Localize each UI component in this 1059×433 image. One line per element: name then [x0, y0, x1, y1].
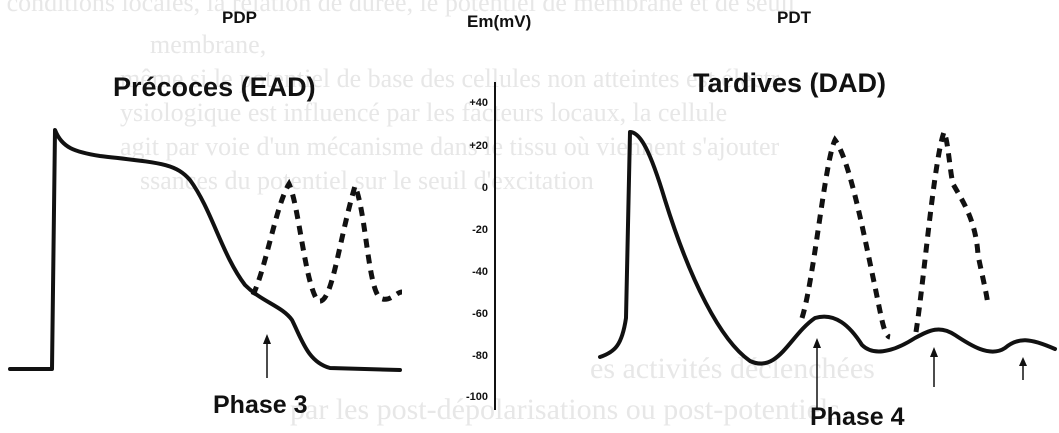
ead-afterdepolarization-dashed [250, 178, 403, 304]
bg-line: ssances du potentiel sur le seuil d'exci… [140, 166, 594, 195]
dad-title: Tardives (DAD) [693, 68, 887, 98]
phase3-label: Phase 3 [213, 391, 308, 419]
axis-tick-label: -100 [465, 391, 488, 403]
phase3-arrow [263, 334, 271, 378]
phase4-arrow-2 [930, 347, 938, 387]
axis-tick-label: -80 [472, 350, 488, 362]
bg-line: agit par voie d'un mécanisme dans le tis… [120, 132, 780, 161]
pdt-label: PDT [777, 8, 811, 27]
dad-afterdepolarization-dashed-2 [913, 125, 991, 333]
bg-line: s conditions locales, la relation de dur… [0, 0, 795, 17]
axis-tick-label: -40 [472, 266, 488, 278]
bg-line: membrane, [150, 30, 267, 59]
axis-tick-label: -60 [472, 308, 488, 320]
axis-tick-label: 0 [481, 182, 488, 194]
axis-tick-label: +40 [469, 97, 488, 109]
dad-action-potential-curve [598, 130, 1057, 366]
em-axis-label: Em(mV) [467, 12, 532, 31]
pdp-label: PDP [222, 8, 257, 27]
ead-title: Précoces (EAD) [113, 72, 316, 102]
phase4-arrow-1 [813, 338, 821, 410]
ead-action-potential-curve [8, 128, 402, 372]
bg-line: es activités déclenchées [590, 352, 875, 385]
axis-tick-label: +20 [469, 140, 488, 152]
phase4-label: Phase 4 [810, 403, 905, 431]
phase4-arrow-3 [1019, 357, 1027, 380]
axis-tick-label: -20 [472, 224, 488, 236]
bg-line: même si le potentiel de base des cellule… [120, 64, 788, 93]
bg-line: ysiologique est influencé par les facteu… [120, 98, 728, 127]
bg-line: par les post-dépolarisations ou post-pot… [290, 393, 840, 426]
dad-afterdepolarization-dashed [799, 135, 892, 340]
